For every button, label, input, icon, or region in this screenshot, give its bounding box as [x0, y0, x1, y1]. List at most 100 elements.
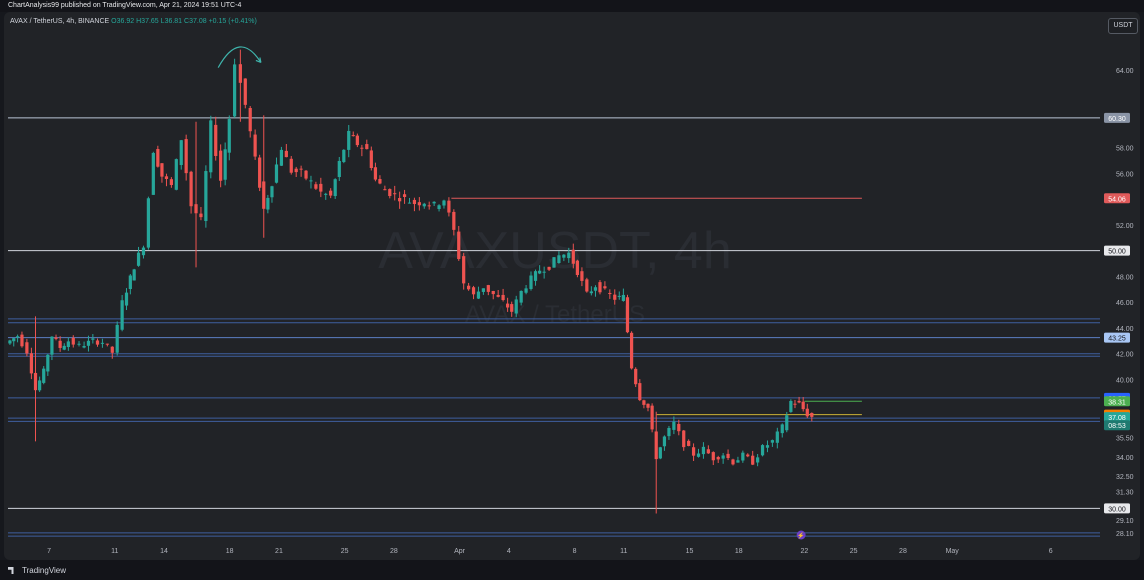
candle-body [711, 452, 715, 461]
candle-body [393, 193, 397, 195]
watermark-pair: AVAX / TetherUS [465, 301, 645, 328]
candle-body [629, 332, 634, 369]
candle-body [120, 300, 124, 330]
candle-body [571, 249, 575, 264]
candle-body [373, 167, 378, 180]
candle-body [682, 430, 686, 448]
candle-body [360, 147, 364, 149]
candle-body [314, 184, 318, 189]
candle-body [388, 189, 392, 197]
symbol-name[interactable]: AVAX / TetherUS, 4h, BINANCE [10, 18, 110, 25]
candle-body [227, 119, 231, 153]
high-value: 37.65 [141, 18, 159, 25]
price-label-box [1104, 396, 1130, 407]
x-tick-label: 21 [275, 548, 283, 555]
candle-body [333, 179, 337, 197]
candle-body [417, 202, 421, 206]
candle-body [608, 292, 612, 294]
candle-body [654, 431, 658, 460]
x-tick-label: 15 [686, 548, 694, 555]
candle-body [706, 449, 710, 454]
candle-body [132, 269, 136, 281]
candle-body [501, 294, 505, 301]
candle-body [432, 201, 436, 204]
candle-body [805, 408, 809, 417]
x-tick-label: 22 [801, 548, 809, 555]
candle-body [110, 346, 114, 353]
candle-body [151, 152, 155, 195]
candle-body [462, 256, 466, 284]
candle-body [128, 275, 132, 290]
candle-body [491, 290, 495, 295]
candle-body [467, 285, 471, 290]
candle-body [209, 120, 213, 173]
candle-body [529, 275, 533, 290]
high-prefix: H [136, 18, 142, 25]
tradingview-logo-icon [8, 567, 14, 574]
published-text: ChartAnalysis99 published on TradingView… [8, 2, 242, 9]
candle-body [427, 205, 431, 207]
candle-body [593, 287, 598, 291]
open-value: 36.92 [116, 18, 135, 25]
candle-body [696, 453, 701, 457]
candle-body [146, 198, 151, 248]
candle-body [115, 324, 119, 353]
candle-body [437, 205, 441, 209]
candle-body [20, 334, 24, 347]
candle-body [383, 189, 387, 191]
candle-body [299, 168, 303, 170]
candle-body [785, 415, 789, 431]
candle-body [262, 181, 266, 209]
candle-body [797, 400, 801, 403]
candle-body [736, 460, 740, 463]
candle-body [575, 260, 580, 275]
y-tick-label: 29.10 [1116, 518, 1134, 525]
x-tick-label: 7 [47, 548, 51, 555]
candlestick-chart[interactable]: AVAXUSDT, 4hAVAX / TetherUS64.0058.0056.… [0, 0, 1144, 560]
candle-body [309, 180, 313, 182]
candle-body [160, 163, 164, 177]
chart-panel[interactable] [4, 12, 1140, 560]
candle-body [66, 341, 70, 348]
currency-button[interactable]: USDT [1108, 18, 1138, 34]
candle-body [471, 287, 476, 295]
candle-body [46, 354, 50, 372]
candle-body [422, 203, 426, 207]
price-label: 54.06 [1108, 196, 1126, 203]
y-tick-label: 48.00 [1116, 274, 1134, 281]
candle-body [658, 447, 662, 459]
candle-body [557, 255, 561, 264]
candle-body [542, 271, 546, 273]
candle-body [514, 299, 518, 314]
candle-body [194, 204, 198, 214]
candle-body [95, 340, 100, 345]
candle-body [100, 342, 105, 344]
change-value: +0.15 (+0.41%) [208, 18, 257, 25]
candle-body [701, 446, 706, 455]
candle-body [650, 405, 654, 430]
candle-body [402, 194, 407, 197]
tradingview-brand[interactable]: TradingView [8, 566, 66, 575]
candle-body [585, 279, 589, 292]
candle-body [342, 149, 346, 163]
candle-body [279, 149, 284, 166]
event-marker-icon [796, 530, 806, 540]
candle-body [580, 271, 584, 281]
candle-body [25, 342, 29, 354]
candle-body [253, 134, 257, 157]
candle-body [447, 200, 451, 213]
candle-body [91, 338, 95, 340]
candle-body [407, 202, 412, 204]
candle-body [687, 440, 691, 446]
price-label-box [1104, 420, 1130, 431]
candle-body [613, 294, 617, 300]
price-label: 50.00 [1108, 249, 1126, 256]
candle-body [533, 271, 538, 281]
candle-body [284, 150, 288, 158]
candle-body [789, 400, 793, 412]
candle-body [457, 231, 461, 260]
x-tick-label: May [946, 548, 960, 555]
candle-body [677, 423, 681, 432]
candle-body [452, 211, 456, 230]
candle-body [365, 144, 369, 150]
